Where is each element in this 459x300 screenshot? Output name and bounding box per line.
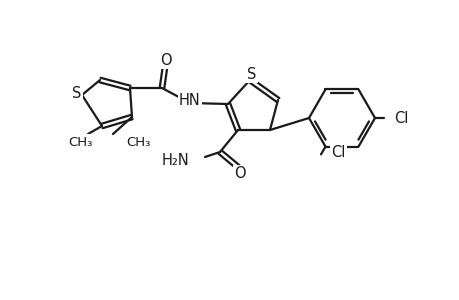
Text: CH₃: CH₃ (67, 136, 92, 148)
Text: O: O (160, 52, 172, 68)
Text: HN: HN (179, 92, 201, 107)
Text: O: O (234, 167, 245, 182)
Text: Cl: Cl (330, 145, 345, 160)
Text: CH₃: CH₃ (126, 136, 150, 148)
Text: S: S (72, 85, 82, 100)
Text: H₂N: H₂N (161, 152, 189, 167)
Text: S: S (247, 67, 256, 82)
Text: Cl: Cl (393, 110, 408, 125)
